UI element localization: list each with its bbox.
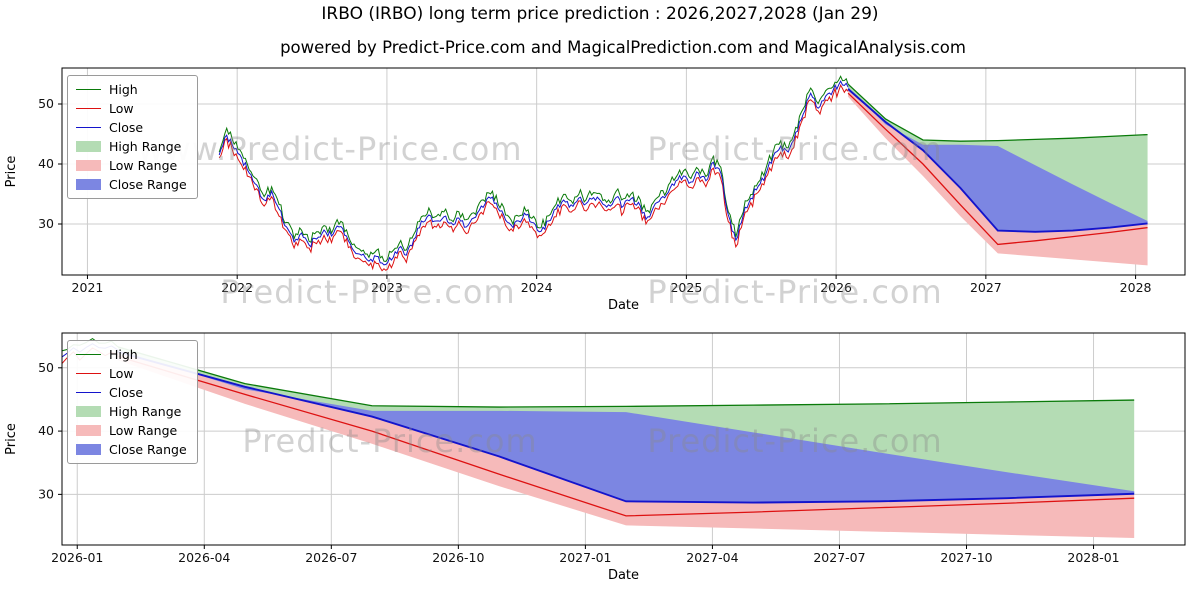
legend-item-low: Low — [76, 100, 187, 116]
x-tick-label: 2027-10 — [940, 550, 992, 565]
legend-item-close: Close — [76, 384, 187, 400]
x-tick-label: 2023 — [371, 280, 403, 295]
y-tick-label: 30 — [38, 216, 54, 231]
bottom-chart: 2026-01 2026-04 2026-07 2026-10 2027-01 2027-… — [4, 332, 1186, 583]
x-tick-label: 2025 — [670, 280, 702, 295]
y-tick-label: 40 — [38, 423, 54, 438]
legend-swatch-high-range — [76, 405, 101, 417]
legend-swatch-close — [76, 126, 101, 128]
y-axis-label: Price — [4, 156, 19, 188]
y-axis-label: Price — [4, 423, 19, 455]
legend-label: High — [109, 346, 138, 362]
x-tick-label: 2026-01 — [51, 550, 103, 565]
x-tick-label: 2027-01 — [559, 550, 611, 565]
legend-swatch-low-range — [76, 159, 101, 171]
chart-title: IRBO (IRBO) long term price prediction :… — [321, 4, 879, 24]
legend-bottom: High Low Close High Range Low Range Close Ran… — [67, 340, 198, 464]
x-axis-label: Date — [608, 568, 639, 583]
legend-item-high: High — [76, 81, 187, 97]
low-range-band — [848, 89, 1148, 266]
prediction-close-line — [117, 351, 1135, 504]
x-tick-label: 2026-07 — [305, 550, 357, 565]
legend-swatch-high-range — [76, 140, 101, 152]
legend-item-high-range: High Range — [76, 403, 187, 419]
legend-swatch-low — [76, 107, 101, 109]
x-tick-label: 2021 — [72, 280, 104, 295]
legend-label: Close — [109, 119, 144, 135]
x-tick-label: 2022 — [221, 280, 253, 295]
legend-item-high-range: High Range — [76, 138, 187, 154]
top-chart-plot-area — [218, 75, 1148, 272]
x-tick-label: 2024 — [521, 280, 553, 295]
x-tick-label: 2026 — [820, 280, 852, 295]
y-tick-label: 40 — [38, 156, 54, 171]
legend-swatch-low-range — [76, 424, 101, 436]
prediction-low-line — [117, 355, 1135, 517]
y-tick-label: 30 — [38, 486, 54, 501]
axes-spines — [61, 67, 1186, 276]
legend-swatch-close-range — [76, 178, 101, 190]
legend-swatch-close — [76, 391, 101, 393]
prediction-low-line — [847, 92, 1148, 246]
legend-item-high: High — [76, 346, 187, 362]
prediction-high-line — [847, 83, 1148, 142]
historical-high-line — [218, 75, 849, 263]
watermark-text: Predict-Price.com — [647, 273, 942, 311]
x-tick-label: 2027-07 — [813, 550, 865, 565]
historical-low-line — [218, 83, 849, 272]
x-tick-label: 2026-10 — [432, 550, 484, 565]
x-axis-label: Date — [608, 298, 639, 313]
legend-top: High Low Close High Range Low Range Close Ran… — [67, 75, 198, 199]
legend-label: High — [109, 81, 138, 97]
low-range-band — [117, 351, 1135, 539]
legend-label: High Range — [109, 403, 182, 419]
prediction-close-line — [847, 88, 1148, 233]
x-tick-label: 2026-04 — [178, 550, 230, 565]
bottom-chart-plot-area — [62, 337, 1135, 539]
x-tick-label: 2027 — [970, 280, 1002, 295]
watermark-text: Predict-Price.com — [242, 422, 537, 460]
legend-label: Low — [109, 100, 134, 116]
legend-swatch-close-range — [76, 443, 101, 455]
legend-label: Low Range — [109, 157, 178, 173]
y-tick-label: 50 — [38, 360, 54, 375]
historical-close-line — [218, 80, 849, 266]
legend-item-low: Low — [76, 365, 187, 381]
x-tick-label: 2028 — [1120, 280, 1152, 295]
close-range-band — [848, 87, 1148, 232]
legend-item-low-range: Low Range — [76, 422, 187, 438]
chart-subtitle: powered by Predict-Price.com and Magical… — [280, 38, 966, 57]
legend-item-close-range: Close Range — [76, 441, 187, 457]
legend-label: Close — [109, 384, 144, 400]
legend-item-close-range: Close Range — [76, 176, 187, 192]
legend-swatch-low — [76, 372, 101, 374]
legend-label: High Range — [109, 138, 182, 154]
legend-swatch-high — [76, 88, 101, 90]
x-tick-label: 2027-04 — [686, 550, 738, 565]
legend-item-close: Close — [76, 119, 187, 135]
watermark-text: www.Predict-Price.com — [137, 130, 522, 168]
x-tick-label: 2028-01 — [1067, 550, 1119, 565]
close-range-band — [117, 350, 1135, 503]
watermark-text: Predict-Price.com — [647, 422, 942, 460]
legend-label: Low — [109, 365, 134, 381]
watermark-text: Predict-Price.com — [647, 130, 942, 168]
legend-label: Low Range — [109, 422, 178, 438]
legend-swatch-high — [76, 353, 101, 355]
legend-item-low-range: Low Range — [76, 157, 187, 173]
watermark-text: Predict-Price.com — [220, 273, 515, 311]
prediction-high-line — [117, 346, 1135, 408]
top-chart: 2021 2022 2023 2024 2025 2026 2027 2028 30 40 50 Da… — [4, 67, 1186, 313]
legend-label: Close Range — [109, 176, 187, 192]
y-tick-label: 50 — [38, 96, 54, 111]
axes-spines — [61, 332, 1186, 546]
legend-label: Close Range — [109, 441, 187, 457]
